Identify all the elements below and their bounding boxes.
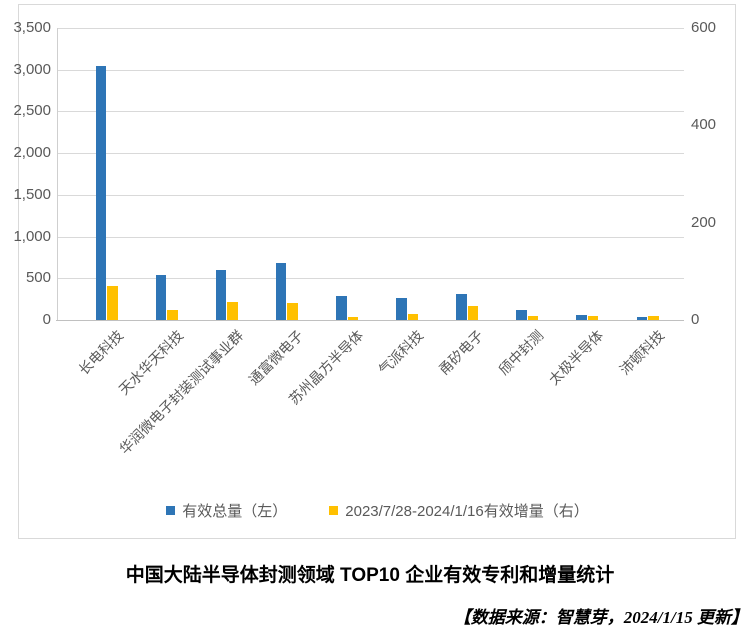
legend-label: 有效总量（左） bbox=[182, 502, 288, 520]
legend-item-total: 有效总量（左） bbox=[166, 500, 287, 521]
right-axis-tick-label: 0 bbox=[691, 311, 700, 328]
bar-total-5 bbox=[396, 298, 407, 320]
bar-total-9 bbox=[636, 317, 647, 320]
bar-total-1 bbox=[155, 274, 167, 320]
gridline bbox=[58, 111, 684, 113]
right-axis-tick-label: 600 bbox=[691, 19, 717, 36]
bar-total-4 bbox=[336, 295, 347, 320]
bar-total-6 bbox=[456, 293, 467, 320]
y-axis-line bbox=[57, 28, 58, 320]
legend-swatch-icon bbox=[329, 505, 339, 515]
right-axis-tick-label: 200 bbox=[691, 213, 717, 231]
bar-increment-3 bbox=[287, 303, 298, 320]
gridline bbox=[58, 236, 684, 238]
bar-increment-0 bbox=[107, 285, 118, 320]
left-axis-tick-label: 2,500 bbox=[13, 102, 51, 120]
left-axis-tick-label: 3,000 bbox=[13, 60, 51, 78]
legend-label: 2023/7/28-2024/1/16有效增量（右） bbox=[345, 502, 589, 520]
legend-item-increment: 2023/7/28-2024/1/16有效增量（右） bbox=[329, 500, 589, 521]
bar-total-2 bbox=[215, 269, 227, 320]
bar-increment-6 bbox=[467, 306, 479, 320]
bar-increment-2 bbox=[227, 301, 238, 320]
bar-total-0 bbox=[95, 66, 107, 320]
right-axis-tick-label: 400 bbox=[691, 116, 717, 134]
bar-increment-7 bbox=[527, 316, 539, 320]
bar-total-7 bbox=[516, 310, 527, 320]
gridline bbox=[58, 28, 684, 29]
gridline bbox=[58, 153, 684, 155]
bar-increment-1 bbox=[167, 310, 178, 320]
x-axis-line bbox=[56, 320, 684, 321]
gridline bbox=[58, 278, 684, 280]
left-axis-tick-label: 0 bbox=[42, 311, 51, 328]
left-axis-tick-label: 3,500 bbox=[13, 19, 51, 36]
gridline bbox=[58, 69, 684, 71]
chart-title: 中国大陆半导体封测领域 TOP10 企业有效专利和增量统计 bbox=[125, 565, 615, 586]
bar-total-8 bbox=[576, 314, 587, 320]
left-axis-tick-label: 500 bbox=[25, 269, 51, 287]
source-note: 【数据来源：智慧芽，2024/1/15 更新】 bbox=[453, 608, 748, 627]
bar-increment-9 bbox=[648, 315, 659, 320]
bar-total-3 bbox=[275, 262, 287, 320]
left-axis-tick-label: 1,500 bbox=[13, 185, 51, 203]
bar-increment-8 bbox=[587, 316, 599, 320]
legend-swatch-icon bbox=[166, 505, 176, 515]
bar-increment-4 bbox=[347, 316, 358, 320]
left-axis-tick-label: 2,000 bbox=[13, 144, 51, 162]
chart-frame bbox=[18, 4, 736, 539]
bar-increment-5 bbox=[407, 314, 419, 320]
left-axis-tick-label: 1,000 bbox=[13, 227, 51, 245]
legend: 有效总量（左） 2023/7/28-2024/1/16有效增量（右） bbox=[19, 500, 736, 520]
gridline bbox=[58, 194, 684, 196]
